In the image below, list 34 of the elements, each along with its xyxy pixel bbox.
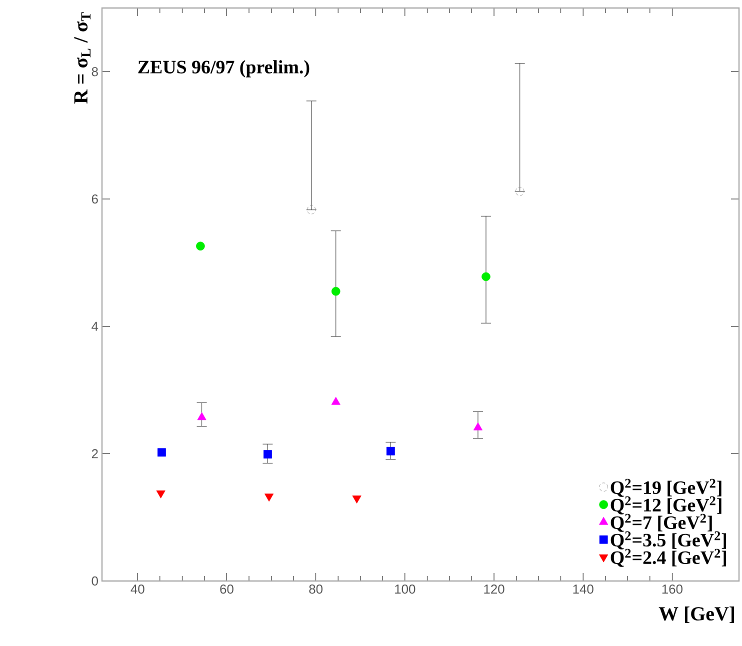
y-tick-label: 4 xyxy=(92,322,98,331)
x-tick-label: 40 xyxy=(130,584,144,594)
point xyxy=(157,448,166,457)
legend-label: Q$^{2}$=19 [GeV$^{2}$] xyxy=(610,478,722,497)
y-tick-label: 2 xyxy=(92,449,98,458)
point xyxy=(196,242,205,251)
x-tick-label: 100 xyxy=(395,584,416,594)
point xyxy=(386,446,395,456)
y-axis-title: R = σ$_{L}$ / σ$_{T}$ xyxy=(74,12,90,104)
point xyxy=(306,205,316,214)
x-tick-label: 160 xyxy=(662,584,682,594)
legend-label: Q$^{2}$=7 [GeV$^{2}$] xyxy=(610,514,712,532)
point xyxy=(515,186,524,196)
y-tick-label: 0 xyxy=(92,576,98,586)
legend-label: Q$^{2}$=2.4 [GeV$^{2}$] xyxy=(610,548,726,567)
y-tick-label: 6 xyxy=(92,194,98,204)
point xyxy=(482,272,490,282)
point xyxy=(352,496,362,504)
point xyxy=(156,490,166,498)
annotation: ZEUS 96/97 (prelim.) xyxy=(138,60,310,78)
point xyxy=(264,450,272,458)
point xyxy=(331,286,340,296)
x-tick-label: 140 xyxy=(573,584,594,594)
legend-label: Q$^{2}$=12 [GeV$^{2}$] xyxy=(610,496,722,514)
legend-label: Q$^{2}$=3.5 [GeV$^{2}$] xyxy=(610,531,726,550)
x-tick-label: 60 xyxy=(220,584,234,594)
y-tick-label: 8 xyxy=(92,67,98,76)
point xyxy=(473,422,482,430)
point xyxy=(197,412,206,420)
x-tick-label: 120 xyxy=(484,584,504,594)
x-tick-label: 80 xyxy=(309,584,323,594)
x-axis-title: W [GeV] xyxy=(658,606,734,624)
point xyxy=(264,494,274,502)
point xyxy=(331,396,340,405)
